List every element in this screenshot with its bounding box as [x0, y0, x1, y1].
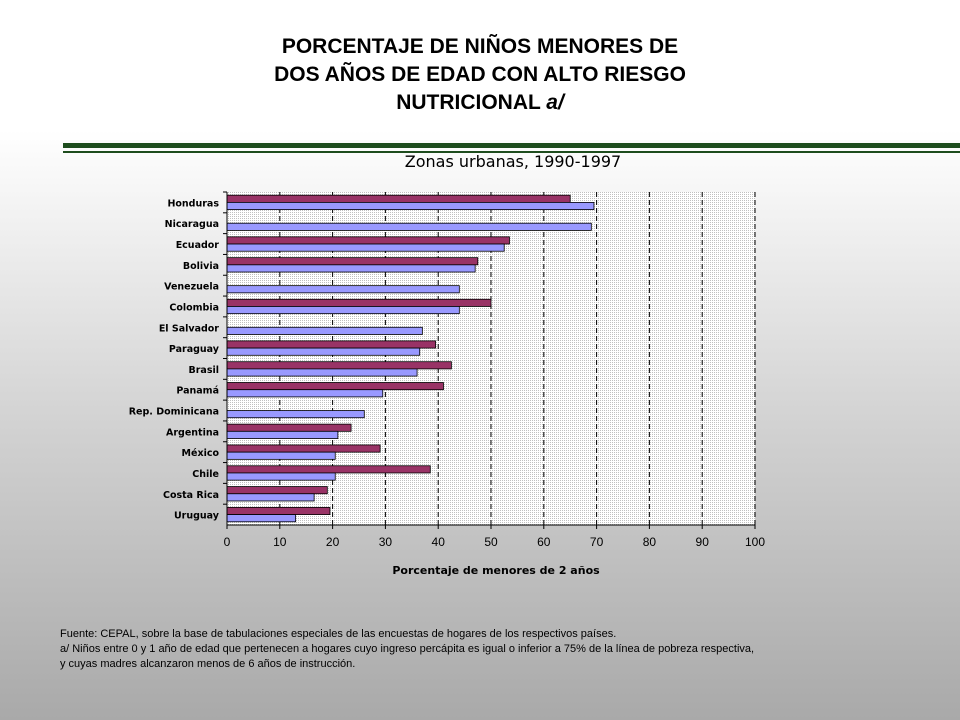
title-line-1: PORCENTAJE DE NIÑOS MENORES DE	[281, 35, 679, 58]
y-category-label: Uruguay	[174, 511, 220, 522]
x-tick-label: 70	[590, 535, 604, 549]
x-tick-label: 50	[484, 535, 498, 549]
bar-series-b	[226, 285, 460, 294]
bar-series-a	[226, 465, 431, 474]
bar-series-b	[226, 514, 297, 523]
bar-series-a	[226, 486, 328, 495]
x-tick-label: 60	[537, 535, 551, 549]
bar-series-a	[226, 444, 381, 453]
x-tick-label: 80	[643, 535, 657, 549]
bar-series-a	[226, 257, 479, 266]
y-category-label: México	[182, 448, 220, 459]
bar-series-b	[226, 493, 315, 502]
x-tick-label: 40	[432, 535, 446, 549]
y-category-label: Honduras	[167, 198, 219, 209]
bar-series-a	[226, 361, 452, 370]
bar-series-a	[226, 423, 352, 432]
title-line-3-main: NUTRICIONAL	[396, 91, 547, 114]
bar-series-b	[226, 347, 421, 356]
bar-series-b	[226, 326, 423, 335]
y-category-label: Colombia	[169, 302, 219, 313]
bar-series-b	[226, 264, 476, 273]
y-category-label: Argentina	[166, 427, 219, 438]
bar-series-b	[226, 430, 339, 439]
x-tick-label: 90	[696, 535, 710, 549]
y-category-label: Ecuador	[176, 240, 220, 251]
y-category-label: Paraguay	[169, 344, 220, 355]
bar-series-b	[226, 451, 336, 460]
bar-series-b	[226, 306, 460, 315]
y-category-label: Nicaragua	[165, 219, 219, 230]
bar-series-b	[226, 472, 336, 481]
y-category-label: El Salvador	[159, 323, 219, 334]
divider-rule-thin	[63, 151, 960, 153]
title-line-2: DOS AÑOS DE EDAD CON ALTO RIESGO	[274, 63, 686, 86]
bar-series-a	[226, 298, 492, 307]
y-category-label: Costa Rica	[163, 490, 219, 501]
divider-rule-thick	[63, 143, 960, 148]
x-tick-label: 0	[224, 535, 231, 549]
x-tick-label: 20	[326, 535, 340, 549]
bar-series-b	[226, 201, 595, 210]
y-category-label: Chile	[192, 469, 219, 480]
bar-series-b	[226, 410, 365, 419]
y-category-label: Bolivia	[183, 261, 219, 272]
bar-series-a	[226, 382, 444, 391]
bar-series-a	[226, 340, 436, 349]
x-axis-label: Porcentaje de menores de 2 años	[392, 564, 600, 577]
y-category-label: Venezuela	[164, 282, 219, 293]
x-tick-label: 30	[379, 535, 393, 549]
bar-chart: 0 10 20 30 40 50 60 70 80 90 100 Honduras Nicaragua E…	[129, 191, 765, 577]
y-category-label: Brasil	[188, 365, 219, 376]
x-tick-label: 100	[745, 535, 765, 549]
y-category-label: Panamá	[176, 386, 219, 397]
chart-subtitle: Zonas urbanas, 1990-1997	[404, 152, 622, 171]
bar-series-b	[226, 222, 592, 231]
bar-series-b	[226, 389, 384, 398]
bar-series-a	[226, 236, 510, 245]
source-note: Fuente: CEPAL, sobre la base de tabulaci…	[60, 628, 617, 640]
x-tick-label: 10	[273, 535, 287, 549]
bar-series-a	[226, 194, 571, 203]
footnote-a-line-1: a/ Niños entre 0 y 1 año de edad que per…	[60, 643, 755, 655]
bar-series-b	[226, 243, 505, 252]
bar-series-a	[226, 506, 331, 515]
title-footnote-ref: a/	[546, 91, 564, 114]
title-line-3: NUTRICIONAL a/	[180, 89, 780, 117]
footnote-a-line-2: y cuyas madres alcanzaron menos de 6 año…	[60, 658, 356, 670]
y-category-label: Rep. Dominicana	[129, 407, 219, 418]
bar-series-b	[226, 368, 418, 377]
page-title: PORCENTAJE DE NIÑOS MENORES DE DOS AÑOS …	[180, 33, 780, 117]
